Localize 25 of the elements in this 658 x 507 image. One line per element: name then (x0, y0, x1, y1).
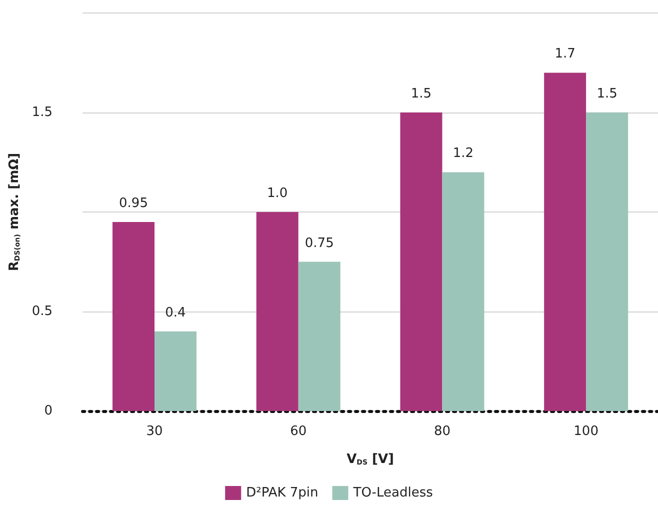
bar (586, 112, 628, 411)
y-tick-label: 1.5 (32, 105, 53, 120)
data-label: 1.5 (596, 86, 618, 102)
x-tick-label: 60 (290, 424, 307, 439)
data-label: 1.2 (452, 146, 474, 162)
data-label: 0.75 (304, 236, 334, 251)
bar (400, 112, 442, 411)
bar (544, 72, 586, 411)
y-tick-label: 0 (44, 404, 53, 418)
legend-label: TO-Leadless (352, 486, 434, 500)
bar (256, 212, 298, 411)
bar (298, 262, 340, 411)
data-label: 0.4 (165, 305, 186, 320)
data-label: 1.0 (267, 186, 288, 201)
x-tick-label: 80 (434, 424, 450, 439)
legend-label: D²PAK 7pin (246, 486, 318, 500)
data-label: 0.95 (119, 196, 148, 211)
data-label: 1.7 (554, 46, 576, 62)
bar (442, 172, 484, 411)
data-label: 1.5 (410, 86, 432, 102)
bar (112, 222, 155, 411)
x-tick-label: 100 (574, 424, 598, 439)
x-tick-label: 30 (146, 424, 163, 439)
bar (154, 331, 197, 411)
y-tick-label: 0.5 (32, 304, 53, 319)
